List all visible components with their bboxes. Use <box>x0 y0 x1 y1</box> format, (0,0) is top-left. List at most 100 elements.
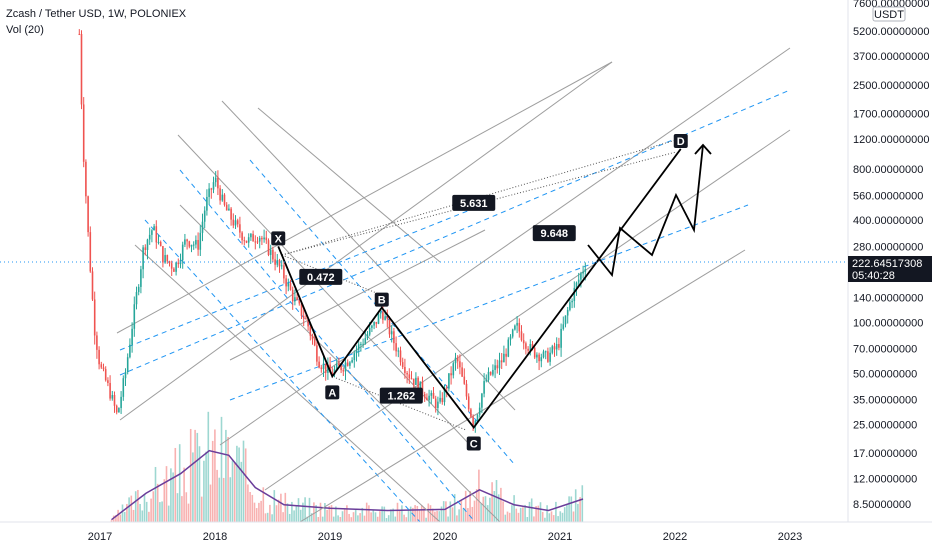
candle-body <box>307 318 309 327</box>
volume-bar <box>550 511 553 522</box>
volume-bar <box>557 516 559 522</box>
xd-projection-line <box>281 139 677 256</box>
volume-bar <box>123 511 126 522</box>
volume-bar <box>491 482 493 522</box>
candle-body <box>353 353 356 361</box>
volume-bar <box>539 502 542 522</box>
candle-body <box>562 324 565 329</box>
candle-body <box>234 220 237 226</box>
volume-bar <box>240 461 243 522</box>
volume-bar <box>315 505 317 522</box>
volume-bar <box>370 512 372 522</box>
price-tag: 222.64517308 05:40:28 <box>848 256 932 282</box>
pattern-point-b[interactable]: B <box>374 292 389 307</box>
candle-body <box>397 350 400 352</box>
ratio-label[interactable]: 1.262 <box>379 387 423 404</box>
candle-body <box>516 322 518 326</box>
candle-body <box>261 237 263 240</box>
volume-bar <box>302 502 304 522</box>
candle-body <box>470 409 472 417</box>
candle-body <box>406 373 408 375</box>
volume-bar <box>121 504 124 522</box>
candle-body <box>558 344 560 348</box>
volume-bar <box>365 502 368 522</box>
time-axis[interactable]: 2017 2018 2019 2020 2021 2022 2023 <box>88 531 802 543</box>
candle-body <box>445 387 448 389</box>
xabcd-pattern-line <box>277 148 682 429</box>
candle-body <box>184 239 186 245</box>
candle-body <box>377 313 380 324</box>
projection-zigzag <box>587 144 704 278</box>
pitchfork-line <box>134 244 441 523</box>
pattern-point-label: A <box>328 387 336 399</box>
candle-body <box>399 350 402 363</box>
candle-body <box>333 368 336 375</box>
volume-bar <box>537 505 540 522</box>
candlestick-series <box>78 29 587 433</box>
candle-body <box>294 297 296 302</box>
candle-body <box>256 241 259 243</box>
candle-body <box>298 299 301 304</box>
pattern-point-c[interactable]: C <box>466 436 481 451</box>
volume-bar <box>548 513 551 522</box>
ratio-label[interactable]: 0.472 <box>299 268 343 285</box>
candle-body <box>553 346 556 350</box>
volume-bar <box>297 498 300 522</box>
candle-body <box>390 331 393 335</box>
candle-body <box>331 372 334 375</box>
candle-body <box>463 376 466 384</box>
pattern-point-d[interactable]: D <box>673 133 688 148</box>
candle-body <box>505 353 507 357</box>
volume-bar <box>407 508 410 522</box>
volume-bar <box>544 517 546 522</box>
candle-body <box>342 370 345 372</box>
candle-body <box>313 339 316 346</box>
candle-body <box>85 161 87 197</box>
volume-indicator-label[interactable]: Vol (20) <box>6 24 44 36</box>
currency-badge[interactable]: USDT <box>872 6 906 22</box>
projection-path <box>587 143 712 278</box>
candle-body <box>190 244 193 247</box>
candle-body <box>412 378 415 385</box>
symbol-title[interactable]: Zcash / Tether USD, 1W, POLONIEX <box>6 8 187 20</box>
candle-body <box>221 194 224 201</box>
pitchfork-line <box>264 129 791 491</box>
price-axis[interactable]: 7600.00000000 5200.00000000 3700.00000000 2… <box>853 0 929 511</box>
pattern-point-a[interactable]: A <box>325 385 340 400</box>
candle-body <box>311 335 314 340</box>
candle-body <box>217 177 219 189</box>
candle-body <box>166 255 169 262</box>
xd-projection-line <box>281 151 677 256</box>
volume-bar <box>425 517 427 522</box>
time-tick-label: 2021 <box>548 531 572 543</box>
pattern-point-x[interactable]: X <box>271 231 286 246</box>
ratio-label[interactable]: 9.648 <box>532 225 576 242</box>
price-tick-label: 8.50000000 <box>853 499 911 511</box>
pattern-point-label: B <box>378 295 386 307</box>
harmonic-pattern <box>277 148 682 429</box>
candle-body <box>280 265 283 267</box>
candle-body <box>111 395 114 399</box>
volume-bar <box>526 517 529 522</box>
volume-bar <box>563 507 566 522</box>
volume-bar <box>181 496 183 522</box>
volume-bar <box>497 494 500 522</box>
candle-body <box>175 262 177 272</box>
pitchfork-line <box>179 204 501 523</box>
volume-bar <box>387 515 390 522</box>
pattern-labels: X A B C D 0.472 1.262 5.631 9.648 <box>271 133 688 451</box>
candle-body <box>388 318 391 335</box>
volume-bar <box>363 515 366 522</box>
price-tick-label: 5200.00000000 <box>853 26 929 38</box>
candle-body <box>489 371 492 375</box>
candle-body <box>430 392 433 396</box>
volume-bar <box>222 477 225 522</box>
chart-header: Zcash / Tether USD, 1W, POLONIEX Vol (20… <box>6 6 186 38</box>
candle-body <box>274 259 276 265</box>
volume-bar <box>467 508 469 522</box>
candle-body <box>527 348 529 351</box>
candle-body <box>533 347 536 358</box>
pitchfork-dashed-line <box>229 204 749 401</box>
ratio-label[interactable]: 5.631 <box>452 194 496 211</box>
